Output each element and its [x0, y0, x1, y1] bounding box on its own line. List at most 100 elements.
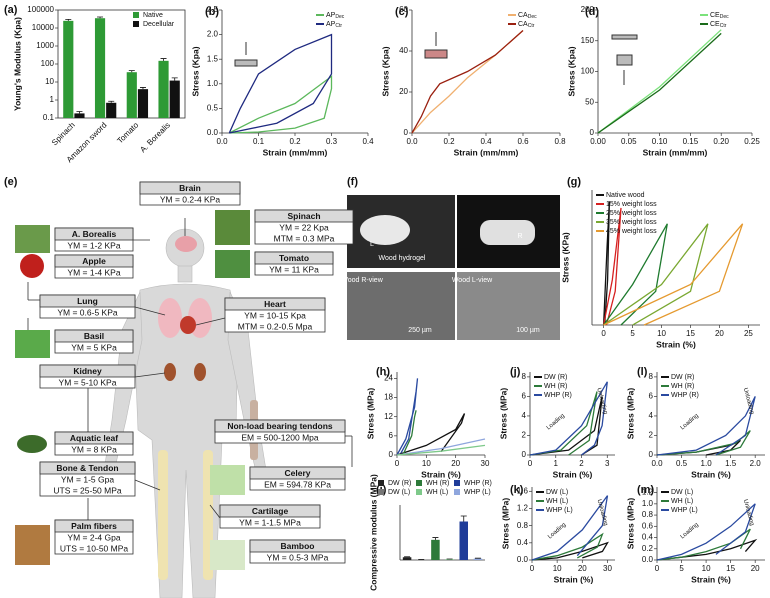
legend-swatch	[378, 480, 384, 486]
data-line	[603, 223, 668, 326]
x-axis-label: Strain (%)	[691, 469, 731, 479]
y-tick-label: 0.0	[517, 555, 529, 564]
legend-name: WH (R)	[671, 383, 694, 390]
info-box-header	[39, 294, 136, 308]
x-axis-label: Strain (%)	[553, 469, 593, 479]
info-box-title: Apple	[82, 256, 106, 266]
info-box-title: A. Borealis	[72, 229, 117, 239]
y-tick-label: 50	[585, 97, 594, 106]
data-line	[396, 438, 486, 456]
legend-name: CE	[710, 21, 720, 28]
y-tick-label: 1.6	[517, 486, 529, 495]
legend-name: Native	[143, 12, 163, 19]
y-tick-label: 4	[649, 411, 654, 420]
info-box-title: Brain	[179, 183, 201, 193]
x-tick-label: 0.4	[362, 137, 374, 146]
info-box-header	[54, 431, 134, 445]
legend-label: DW (L)	[388, 489, 410, 496]
compression-icons	[234, 32, 638, 85]
legend-name: WHP (L)	[546, 507, 573, 514]
y-tick-label: 0	[649, 450, 654, 459]
legend-label: 15% weight loss	[606, 201, 657, 208]
x-tick-label: 10	[422, 459, 431, 468]
y-tick-label: 0.0	[207, 128, 219, 137]
data-line	[597, 32, 722, 134]
legend-label: WH (R)	[671, 383, 694, 390]
info-box-line: UTS = 25-50 MPa	[53, 485, 122, 495]
data-line	[531, 495, 609, 561]
y-tick-label: 0.0	[642, 555, 654, 564]
legend-name: WH (R)	[544, 383, 567, 390]
legend-label: CEDec	[710, 12, 729, 20]
panel-label: (e)	[4, 176, 18, 188]
x-axis-label: Strain (%)	[691, 574, 731, 584]
x-tick-label: 30	[481, 459, 490, 468]
legend-label: DW (R)	[388, 480, 411, 487]
x-axis-label: Strain (%)	[656, 339, 696, 349]
x-axis-label: Strain (mm/mm)	[643, 147, 708, 157]
legend-name: DW (R)	[388, 480, 411, 487]
info-box-header	[54, 329, 134, 343]
panel-label: (g)	[567, 176, 581, 188]
legend-label: WHP (R)	[544, 392, 572, 399]
x-tick-label: 0.8	[554, 137, 566, 146]
y-tick-label: 1.2	[642, 488, 654, 497]
error-bar	[460, 515, 467, 522]
data-line	[602, 207, 622, 326]
legend-name: DW (L)	[388, 489, 410, 496]
y-tick-label: 0.2	[642, 544, 654, 553]
info-box-line: UTS = 10-50 MPa	[60, 543, 129, 553]
y-tick-label: 60	[399, 5, 408, 14]
legend-subscript: Ctr	[528, 23, 535, 29]
y-tick-label: 100	[41, 59, 55, 68]
y-axis-label: Stress (Kpa)	[566, 46, 576, 96]
x-axis-label: Strain (%)	[421, 469, 461, 479]
y-axis-label: Stress (MPa)	[500, 498, 510, 550]
bar	[158, 60, 169, 118]
legend-label: Native wood	[606, 192, 645, 199]
error-bar	[76, 111, 83, 114]
data-line	[656, 430, 751, 456]
y-tick-label: 0.8	[517, 521, 529, 530]
legend-label: WHP (L)	[464, 489, 491, 496]
y-tick-label: 40	[399, 46, 408, 55]
data-line	[656, 503, 756, 561]
x-tick-label: 20	[715, 329, 724, 338]
info-box-header	[249, 466, 346, 480]
info-box-line: YM = 2-4 Gpa	[67, 532, 120, 542]
legend-name: DW (L)	[671, 489, 693, 496]
legend-subscript: Dec	[528, 14, 537, 20]
x-axis-label: Strain (mm/mm)	[263, 147, 328, 157]
legend-label: WHP (L)	[546, 507, 573, 514]
x-axis-label: Strain (mm/mm)	[454, 147, 519, 157]
info-box-header	[54, 519, 134, 533]
y-tick-label: 2	[649, 431, 654, 440]
x-tick-label: 0.00	[590, 137, 606, 146]
x-tick-label: 5	[630, 329, 635, 338]
x-tick-label: 0.05	[621, 137, 637, 146]
legend-label: Native	[143, 12, 163, 19]
y-tick-label: 0	[404, 128, 409, 137]
y-tick-label: 0.5	[207, 104, 219, 113]
legend-label: WH (L)	[426, 489, 448, 496]
legend-name: 25% weight loss	[606, 210, 657, 217]
bar	[402, 557, 412, 560]
annotation: Loading	[680, 522, 700, 540]
data-line	[396, 413, 466, 456]
x-tick-label: 10	[657, 329, 666, 338]
y-axis-label: Stress (MPa)	[625, 498, 635, 550]
error-bar	[128, 70, 135, 73]
bar	[431, 539, 440, 560]
panel-label: (j)	[510, 366, 521, 378]
bar	[459, 521, 468, 560]
info-box-line: YM = 5 KPa	[71, 342, 117, 352]
data-line	[531, 541, 609, 561]
x-tick-label: 0.10	[652, 137, 668, 146]
legend-label: WH (R)	[544, 383, 567, 390]
panel-label: (l)	[637, 366, 648, 378]
info-box-header	[39, 364, 136, 378]
info-box-line: YM = 22 Kpa	[279, 222, 329, 232]
y-tick-label: 10000	[32, 23, 55, 32]
legend-name: DW (R)	[671, 374, 694, 381]
legend-subscript: Ctr	[335, 23, 342, 29]
